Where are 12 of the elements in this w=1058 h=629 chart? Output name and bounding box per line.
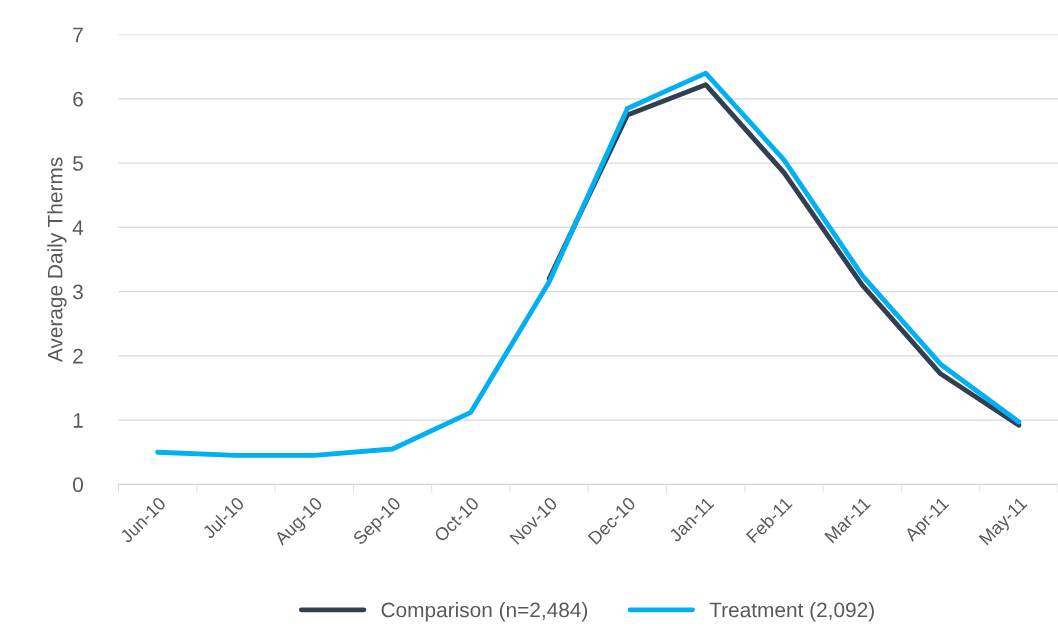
y-tick-label: 7 [73,27,83,43]
legend-label: Treatment (2,092) [709,602,874,622]
y-tick-label: 1 [73,413,83,428]
y-tick-label: 5 [73,156,83,171]
line-series [155,70,1022,458]
legend-label: Comparison (n=2,484) [381,602,588,622]
y-axis-title: Average Daily Therms [47,157,67,363]
y-tick-label: 2 [73,348,83,364]
y-tick-label: 0 [73,477,83,493]
y-tick-label: 3 [72,284,83,300]
y-tick-label: 6 [73,91,83,107]
y-tick-label: 4 [72,220,84,235]
